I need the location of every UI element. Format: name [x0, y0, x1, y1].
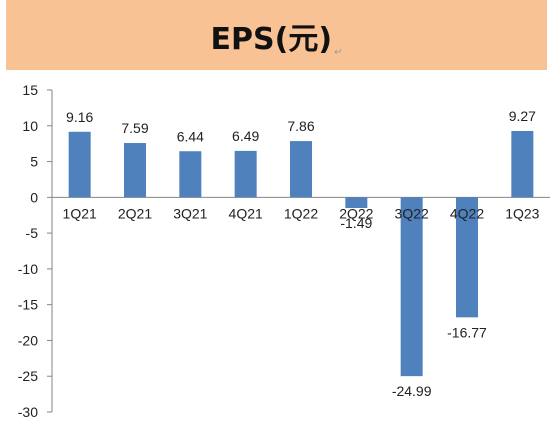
- chart-area: 15 10 5 0 -5 -10 -15 -20 -25 -30 1Q21 9.16 2Q21 7.59 3…: [0, 72, 553, 438]
- bar-2q22: [345, 197, 368, 208]
- bar-4q22: [456, 197, 478, 318]
- y-tick-label: -30: [18, 404, 38, 420]
- x-tick-label: 4Q22: [450, 205, 484, 221]
- chart-title: EPS(元) ↵: [6, 14, 547, 58]
- y-tick-label: 0: [30, 189, 38, 205]
- bar-1q23: [511, 131, 534, 198]
- title-band: EPS(元) ↵: [6, 0, 547, 70]
- bar-1q22: [290, 141, 312, 198]
- x-tick-label: 2Q21: [118, 205, 152, 221]
- x-tick-label: 1Q23: [505, 205, 539, 221]
- y-tick-label: -15: [18, 297, 38, 313]
- y-tick-label: -20: [18, 332, 38, 348]
- data-label: 9.16: [66, 109, 93, 125]
- data-label: 7.86: [287, 118, 314, 134]
- return-mark-icon: ↵: [334, 47, 343, 58]
- data-label: -1.49: [340, 215, 372, 231]
- x-tick-label: 1Q22: [284, 205, 318, 221]
- x-tick-label: 4Q21: [229, 205, 263, 221]
- y-tick-label: -5: [26, 225, 39, 241]
- bar-2q21: [124, 143, 146, 198]
- data-label: -24.99: [392, 383, 432, 399]
- bar-3q21: [179, 151, 202, 198]
- x-tick-label: 3Q22: [395, 205, 429, 221]
- bar-3q22: [400, 197, 423, 377]
- x-tick-label: 1Q21: [63, 205, 97, 221]
- bar-4q21: [234, 150, 257, 198]
- data-label: 9.27: [509, 108, 536, 124]
- x-tick-label: 3Q21: [173, 205, 207, 221]
- data-label: -16.77: [447, 324, 487, 340]
- data-label: 6.49: [232, 128, 259, 144]
- data-label: 6.44: [177, 128, 204, 144]
- eps-bar-chart: 15 10 5 0 -5 -10 -15 -20 -25 -30 1Q21 9.16 2Q21 7.59 3…: [18, 82, 550, 420]
- y-tick-label: 15: [22, 82, 38, 98]
- chart-title-text: EPS(元): [210, 22, 333, 57]
- y-tick-label: 10: [22, 118, 38, 134]
- data-label: 7.59: [121, 120, 148, 136]
- y-tick-label: -10: [18, 261, 38, 277]
- y-tick-label: 5: [30, 154, 38, 170]
- x-tick-label: 2Q22: [339, 205, 373, 221]
- bar-1q21: [68, 131, 91, 198]
- y-tick-label: -25: [18, 368, 38, 384]
